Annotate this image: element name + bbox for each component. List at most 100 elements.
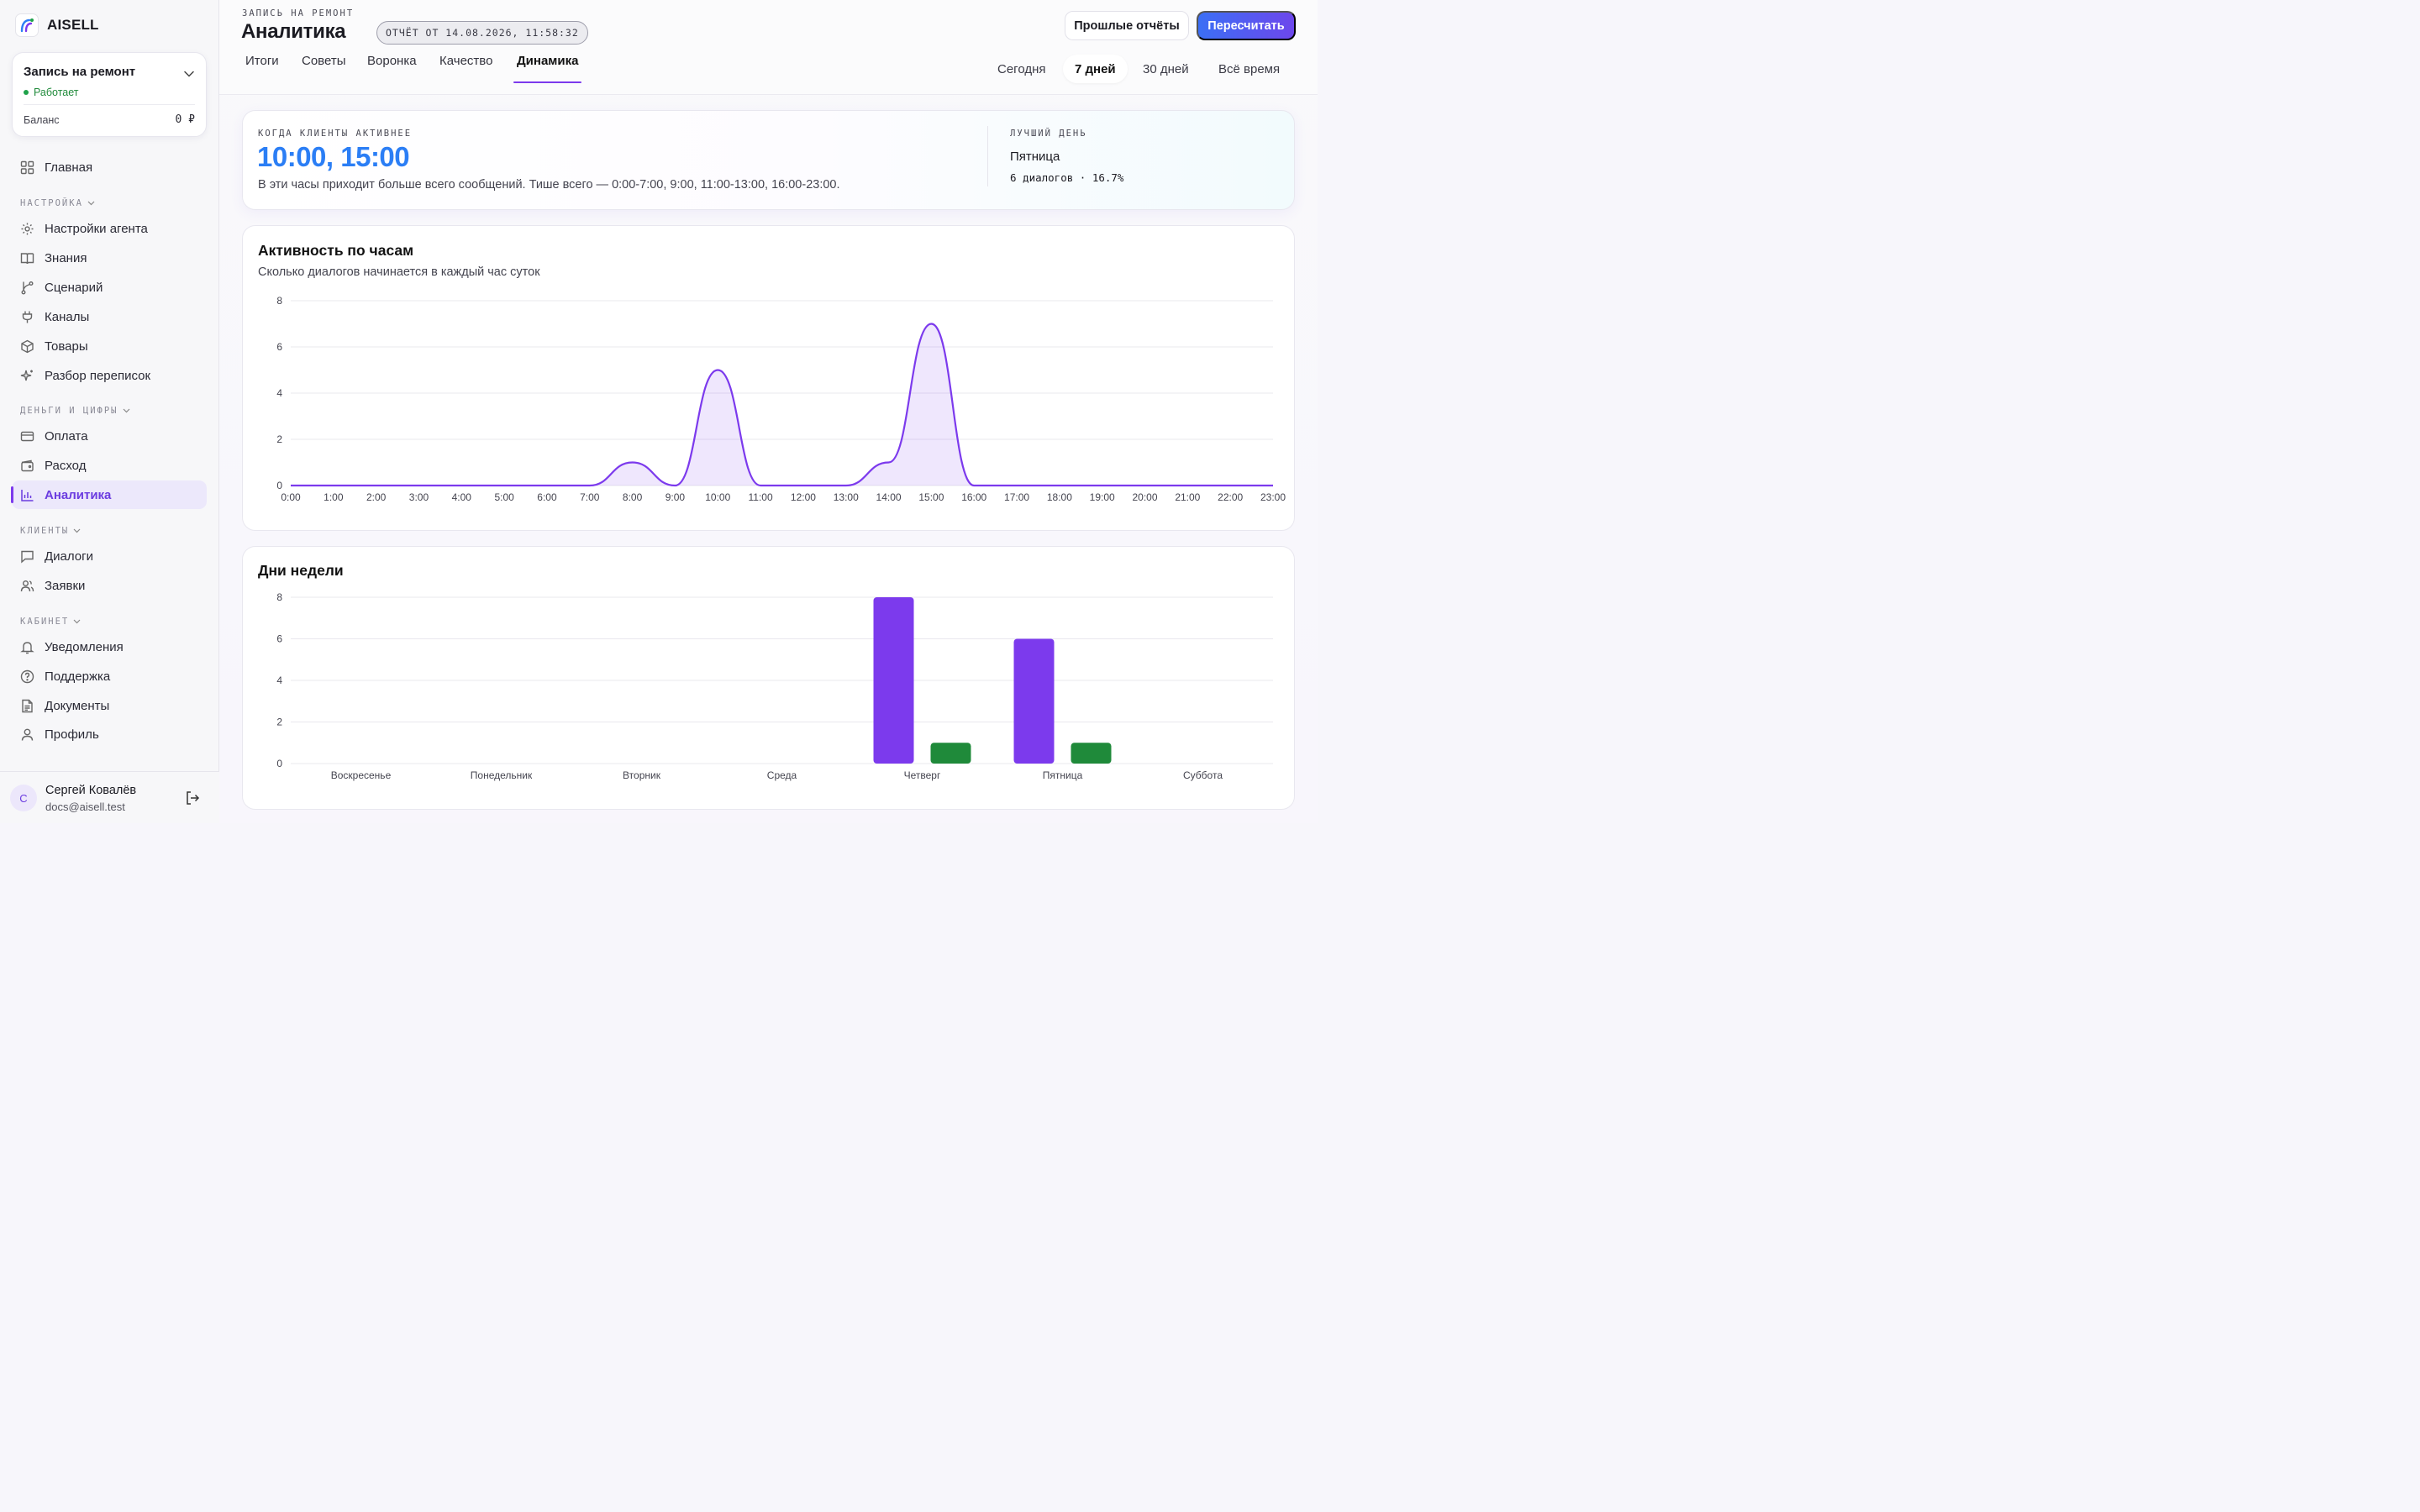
x-tick-label: Вторник	[623, 769, 661, 781]
nav-section-label: НАСТРОЙКА	[20, 198, 83, 208]
x-tick-label: 11:00	[749, 491, 773, 503]
x-tick-label: Среда	[767, 769, 797, 781]
nav-item-label: Оплата	[45, 428, 88, 444]
logout-icon[interactable]	[184, 790, 201, 811]
nav-item-notifications[interactable]: Уведомления	[12, 633, 207, 661]
nav-item-support[interactable]: Поддержка	[12, 662, 207, 690]
book-icon	[20, 252, 34, 264]
x-tick-label: 9:00	[666, 491, 686, 503]
users-icon	[20, 580, 34, 591]
chevron-down-icon	[73, 619, 81, 624]
credit-card-icon	[20, 431, 34, 441]
x-tick-label: Суббота	[1183, 769, 1223, 781]
nav-item-label: Сценарий	[45, 280, 103, 295]
wallet-icon	[21, 459, 34, 471]
peak-hours-value: 10:00, 15:00	[257, 141, 410, 172]
period-30-days[interactable]: 30 дней	[1143, 61, 1189, 76]
y-tick-label: 0	[276, 758, 282, 769]
chart-title: Дни недели	[258, 562, 344, 579]
nav-item-label: Знания	[45, 250, 87, 265]
period-all-time[interactable]: Всё время	[1218, 61, 1281, 76]
nav-item-label: Аналитика	[45, 487, 112, 502]
nav-item-label: Каналы	[45, 309, 90, 324]
divider	[987, 126, 988, 186]
sparkle-icon	[20, 370, 33, 381]
nav-section-label: КЛИЕНТЫ	[20, 526, 70, 536]
best-day-label: ЛУЧШИЙ ДЕНЬ	[1010, 129, 1087, 139]
page-header: ЗАПИСЬ НА РЕМОНТ Аналитика ОТЧЁТ ОТ 14.0…	[219, 0, 1318, 95]
x-tick-label: 20:00	[1133, 491, 1158, 503]
brand[interactable]: AISELL	[15, 13, 99, 37]
best-day-stat: 6 диалогов · 16.7%	[1010, 171, 1124, 184]
nav-item-analytics[interactable]: Аналитика	[11, 480, 207, 509]
chart-subtitle: Сколько диалогов начинается в каждый час…	[258, 265, 540, 279]
tab-quality[interactable]: Качество	[439, 54, 493, 68]
y-tick-label: 2	[276, 433, 282, 445]
nav-item-payment[interactable]: Оплата	[12, 422, 207, 450]
nav-item-review[interactable]: Разбор переписок	[12, 361, 207, 390]
nav-section-settings[interactable]: НАСТРОЙКА	[20, 198, 95, 208]
weekday-card: Дни недели 0 2 4 6 8 Воскресенье Понедельник Вт…	[242, 546, 1295, 810]
report-date-badge: ОТЧЁТ ОТ 14.08.2026, 11:58:32	[376, 21, 588, 45]
project-switcher[interactable]: Запись на ремонт Работает Баланс 0 ₽	[12, 52, 207, 137]
chevron-down-icon[interactable]	[184, 66, 194, 81]
sidebar: AISELL Запись на ремонт Работает Баланс …	[0, 0, 219, 823]
project-status-label: Работает	[34, 87, 79, 98]
period-7-days[interactable]: 7 дней	[1063, 55, 1128, 83]
tab-dynamics[interactable]: Динамика	[513, 54, 582, 83]
x-tick-label: 0:00	[281, 491, 301, 503]
nav-item-products[interactable]: Товары	[12, 332, 207, 360]
grid-icon	[20, 160, 34, 174]
x-tick-label: 19:00	[1090, 491, 1115, 503]
bar	[930, 743, 971, 764]
x-tick-label: 10:00	[705, 491, 730, 503]
nav-item-requests[interactable]: Заявки	[12, 571, 207, 600]
nav-item-home[interactable]: Главная	[12, 153, 207, 181]
nav-item-scenario[interactable]: Сценарий	[12, 273, 207, 302]
project-status: Работает	[24, 87, 79, 98]
x-tick-label: 3:00	[409, 491, 429, 503]
x-tick-label: 23:00	[1260, 491, 1286, 503]
hourly-activity-chart: 0 2 4 6 8 0:00 1:00 2:00 3:00 4:00 5:00 6:00 7:00 8:0…	[276, 295, 1286, 503]
y-tick-label: 8	[276, 295, 282, 307]
x-tick-label: 2:00	[366, 491, 387, 503]
help-circle-icon	[20, 669, 34, 683]
nav-item-label: Товары	[45, 339, 88, 354]
tab-summary[interactable]: Итоги	[245, 54, 279, 68]
y-tick-label: 4	[276, 387, 282, 399]
peak-hours-card: КОГДА КЛИЕНТЫ АКТИВНЕЕ 10:00, 15:00 В эт…	[242, 110, 1295, 210]
nav-section-cabinet[interactable]: КАБИНЕТ	[20, 617, 81, 627]
nav-item-dialogs[interactable]: Диалоги	[12, 542, 207, 570]
nav-section-clients[interactable]: КЛИЕНТЫ	[20, 526, 81, 536]
bell-icon	[20, 641, 34, 654]
nav-item-label: Главная	[45, 160, 93, 175]
nav-item-documents[interactable]: Документы	[12, 691, 207, 720]
series-area	[291, 323, 1273, 486]
chevron-down-icon	[123, 408, 129, 413]
nav-section-label: ДЕНЬГИ И ЦИФРЫ	[20, 406, 118, 416]
x-tick-label: 21:00	[1175, 491, 1200, 503]
box-icon	[21, 339, 34, 353]
avatar[interactable]: С	[10, 785, 37, 811]
recalculate-button[interactable]: Пересчитать	[1197, 11, 1296, 40]
bar	[873, 597, 914, 764]
message-icon	[21, 550, 34, 564]
tab-tips[interactable]: Советы	[302, 54, 346, 68]
past-reports-button[interactable]: Прошлые отчёты	[1065, 11, 1189, 40]
nav-item-label: Заявки	[45, 578, 86, 593]
x-tick-label: 6:00	[537, 491, 557, 503]
nav-item-profile[interactable]: Профиль	[12, 720, 207, 748]
tab-funnel[interactable]: Воронка	[367, 54, 417, 68]
x-tick-label: 22:00	[1218, 491, 1243, 503]
user-name: Сергей Ковалёв	[45, 784, 137, 797]
nav-item-channels[interactable]: Каналы	[12, 302, 207, 331]
nav-item-agent-settings[interactable]: Настройки агента	[12, 214, 207, 243]
weekday-chart: 0 2 4 6 8 Воскресенье Понедельник Вторник Среда Ч…	[276, 591, 1273, 781]
nav-section-money[interactable]: ДЕНЬГИ И ЦИФРЫ	[20, 406, 130, 416]
nav-item-expense[interactable]: Расход	[12, 451, 207, 480]
user-email: docs@aisell.test	[45, 801, 125, 813]
period-today[interactable]: Сегодня	[997, 61, 1046, 76]
status-dot-icon	[24, 90, 29, 95]
x-tick-label: Пятница	[1043, 769, 1083, 781]
nav-item-knowledge[interactable]: Знания	[12, 244, 207, 272]
